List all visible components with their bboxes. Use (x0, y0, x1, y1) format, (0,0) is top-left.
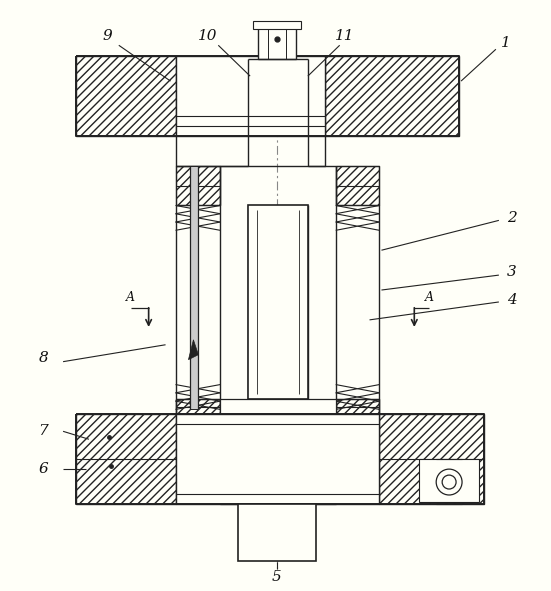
Text: 4: 4 (507, 293, 517, 307)
Text: 5: 5 (272, 570, 282, 583)
Bar (176, 165, 220, 206)
Text: 3: 3 (507, 265, 517, 279)
Text: A: A (425, 291, 434, 304)
Text: 8: 8 (39, 350, 48, 365)
Bar (220, 400, 336, 414)
Circle shape (442, 475, 456, 489)
Text: 6: 6 (39, 462, 48, 476)
Text: 9: 9 (103, 30, 113, 43)
Bar (325, 56, 459, 136)
Bar (176, 414, 380, 504)
Bar (76, 414, 176, 504)
Polygon shape (188, 340, 198, 360)
Bar (76, 56, 176, 136)
Bar (253, 21, 301, 30)
Text: 7: 7 (39, 424, 48, 439)
Bar (258, 27, 296, 59)
Bar (176, 400, 220, 414)
Bar (336, 165, 380, 206)
Text: 2: 2 (507, 212, 517, 225)
Text: 1: 1 (501, 36, 511, 50)
Bar (336, 400, 380, 414)
Bar (419, 459, 479, 502)
Circle shape (436, 469, 462, 495)
Bar (191, 165, 198, 410)
Text: 10: 10 (198, 30, 217, 43)
Text: A: A (126, 291, 135, 304)
Bar (248, 206, 308, 400)
Bar (238, 504, 316, 561)
Bar (380, 414, 484, 504)
Bar (176, 56, 325, 136)
Text: 11: 11 (335, 30, 354, 43)
